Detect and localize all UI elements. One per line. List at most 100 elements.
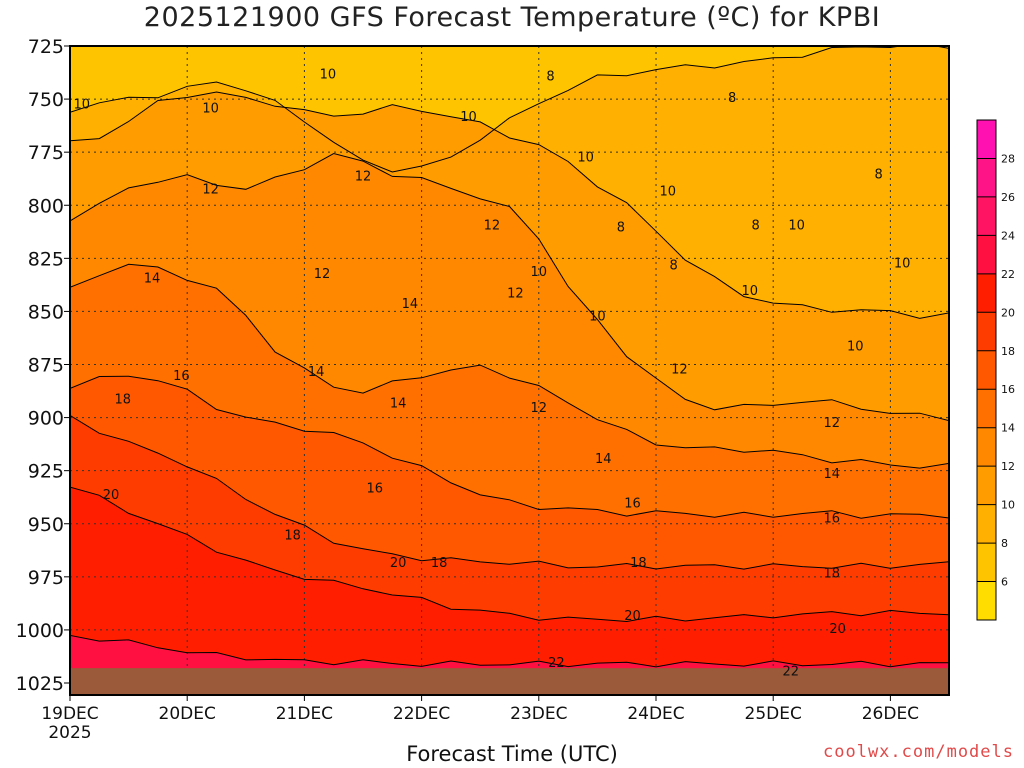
contour-label: 16 bbox=[624, 497, 641, 512]
ground-layer bbox=[70, 668, 949, 695]
contour-label: 12 bbox=[824, 416, 841, 431]
contour-label: 10 bbox=[531, 265, 548, 280]
contour-label: 12 bbox=[671, 363, 688, 378]
ground-fill bbox=[70, 668, 949, 695]
contour-label: 10 bbox=[73, 97, 90, 112]
colorbar-label: 20 bbox=[1001, 306, 1015, 319]
x-tick-label: 19DEC bbox=[41, 704, 98, 724]
colorbar-label: 22 bbox=[1001, 268, 1015, 281]
contour-label: 10 bbox=[460, 110, 477, 125]
grid-lines bbox=[70, 46, 949, 695]
colorbar-label: 26 bbox=[1001, 191, 1015, 204]
y-tick-label: 950 bbox=[28, 514, 64, 536]
colorbar-segment bbox=[977, 350, 996, 390]
contour-label: 20 bbox=[829, 622, 846, 637]
x-year-label: 2025 bbox=[48, 723, 91, 743]
colorbar-label: 18 bbox=[1001, 345, 1015, 358]
chart-title: 2025121900 GFS Forecast Temperature (ºC)… bbox=[143, 2, 881, 33]
colorbar-segment bbox=[977, 543, 996, 582]
colorbar-segment bbox=[977, 120, 996, 159]
contour-label: 8 bbox=[728, 91, 736, 106]
colorbar-segment bbox=[977, 504, 996, 544]
contour-label: 14 bbox=[390, 397, 407, 412]
colorbar-segment bbox=[977, 273, 996, 313]
contour-labels: 10 10 10 8 10 8 10 12 12 12 10 8 10 8 8 8 10 12 12 14 14 10 10… bbox=[73, 68, 910, 680]
band-above-20 bbox=[70, 487, 949, 695]
y-tick-label: 1025 bbox=[16, 673, 64, 695]
plot-frame bbox=[69, 45, 950, 696]
colorbar-label: 6 bbox=[1001, 576, 1008, 589]
colorbar-label: 10 bbox=[1001, 499, 1015, 512]
isotherm-22 bbox=[70, 634, 949, 668]
contour-label: 16 bbox=[824, 511, 841, 526]
isotherm-10 bbox=[70, 91, 949, 319]
y-tick-label: 800 bbox=[28, 195, 64, 217]
colorbar-segment bbox=[977, 581, 996, 620]
isotherm-18 bbox=[70, 414, 949, 570]
contour-label: 10 bbox=[202, 102, 219, 117]
contour-label: 10 bbox=[589, 310, 606, 325]
contour-label: 8 bbox=[875, 167, 883, 182]
contour-label: 16 bbox=[366, 482, 383, 497]
y-tick-label: 925 bbox=[28, 461, 64, 483]
contour-label: 12 bbox=[314, 267, 331, 282]
contour-label: 12 bbox=[355, 170, 372, 185]
contour-label: 14 bbox=[824, 467, 841, 482]
contour-label: 20 bbox=[390, 556, 407, 571]
temperature-fill-bands bbox=[70, 46, 949, 695]
isotherm-16 bbox=[70, 375, 949, 519]
contour-label: 14 bbox=[595, 452, 612, 467]
x-tick-label: 20DEC bbox=[159, 704, 216, 724]
y-tick-label: 850 bbox=[28, 301, 64, 323]
colorbar-label: 12 bbox=[1001, 460, 1015, 473]
x-tick-label: 26DEC bbox=[862, 704, 919, 724]
contour-label: 10 bbox=[320, 68, 337, 83]
x-axis-title: Forecast Time (UTC) bbox=[406, 742, 618, 766]
colorbar-label: 8 bbox=[1001, 537, 1008, 550]
contour-label: 12 bbox=[507, 286, 524, 301]
y-tick-label: 825 bbox=[28, 248, 64, 270]
colorbar-label: 24 bbox=[1001, 229, 1015, 242]
colorbar-segment bbox=[977, 158, 996, 197]
contour-label: 22 bbox=[548, 656, 565, 671]
y-tick-label: 750 bbox=[28, 89, 64, 111]
contour-label: 12 bbox=[484, 218, 501, 233]
contour-label: 8 bbox=[669, 259, 677, 274]
contour-label: 10 bbox=[741, 284, 758, 299]
contour-label: 10 bbox=[894, 257, 911, 272]
isotherm-12 bbox=[70, 152, 949, 422]
colorbar-label: 28 bbox=[1001, 152, 1015, 165]
contour-label: 20 bbox=[624, 609, 641, 624]
contour-label: 10 bbox=[847, 339, 864, 354]
x-tick-label: 23DEC bbox=[510, 704, 567, 724]
contour-label: 14 bbox=[402, 297, 419, 312]
x-axis: 19DEC 20DEC 21DEC 22DEC 23DEC 24DEC 25DEC 26DEC… bbox=[41, 695, 919, 743]
source-credit[interactable]: coolwx.com/models bbox=[823, 742, 1014, 762]
contour-label: 8 bbox=[546, 70, 554, 85]
colorbar-segment bbox=[977, 312, 996, 351]
contour-label: 12 bbox=[531, 401, 548, 416]
contour-label: 8 bbox=[617, 220, 625, 235]
x-tick-label: 22DEC bbox=[393, 704, 450, 724]
x-tick-label: 24DEC bbox=[627, 704, 684, 724]
colorbar-segment bbox=[977, 466, 996, 505]
isotherm-8 bbox=[70, 46, 949, 173]
contour-label: 18 bbox=[284, 528, 301, 543]
colorbar-segment bbox=[977, 196, 996, 236]
contour-label: 8 bbox=[751, 218, 759, 233]
contour-label: 10 bbox=[577, 150, 594, 165]
colorbar: 6 8 10 12 14 16 18 20 22 24 26 28 bbox=[976, 119, 1015, 621]
colorbar-label: 16 bbox=[1001, 383, 1015, 396]
colorbar-segment bbox=[977, 427, 996, 467]
isotherm-14 bbox=[70, 263, 949, 469]
colorbar-frame bbox=[976, 119, 997, 621]
contour-label: 14 bbox=[308, 365, 325, 380]
y-tick-label: 725 bbox=[28, 36, 64, 58]
y-tick-label: 1000 bbox=[16, 620, 64, 642]
contour-label: 10 bbox=[788, 218, 805, 233]
x-tick-label: 25DEC bbox=[745, 704, 802, 724]
contour-label: 18 bbox=[114, 392, 131, 407]
contour-label: 18 bbox=[431, 556, 448, 571]
contour-label: 20 bbox=[103, 488, 120, 503]
contour-label: 16 bbox=[173, 369, 190, 384]
